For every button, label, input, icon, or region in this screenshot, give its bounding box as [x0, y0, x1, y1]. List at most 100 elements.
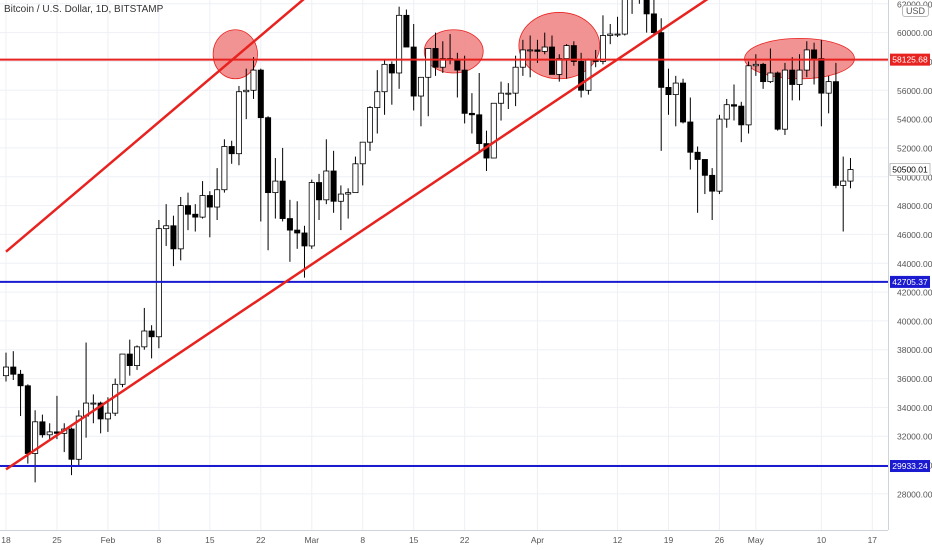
candle-body[interactable]: [847, 169, 854, 182]
candle-body[interactable]: [170, 225, 177, 250]
horizontal-lines[interactable]: [0, 0, 888, 468]
candle-body[interactable]: [745, 65, 752, 126]
candle-body[interactable]: [24, 385, 31, 454]
candle-body[interactable]: [738, 105, 745, 126]
candle-body[interactable]: [177, 205, 184, 250]
candle-body[interactable]: [75, 415, 82, 460]
candle-body[interactable]: [228, 146, 235, 155]
candle-body[interactable]: [330, 170, 337, 202]
candle-body[interactable]: [286, 218, 293, 231]
candle-body[interactable]: [483, 143, 490, 159]
candle-body[interactable]: [272, 180, 279, 194]
candle-body[interactable]: [337, 193, 344, 202]
candle-body[interactable]: [498, 92, 505, 104]
candle-body[interactable]: [468, 112, 475, 116]
candle-body[interactable]: [665, 86, 672, 96]
candle-body[interactable]: [781, 69, 788, 130]
candle-body[interactable]: [672, 82, 679, 96]
candle-body[interactable]: [731, 104, 738, 107]
candle-body[interactable]: [512, 66, 519, 94]
candle-body[interactable]: [323, 170, 330, 201]
candle-body[interactable]: [534, 49, 541, 52]
candle-body[interactable]: [257, 69, 264, 119]
candle-body[interactable]: [454, 59, 461, 71]
candle-body[interactable]: [301, 232, 308, 247]
candle-body[interactable]: [417, 76, 424, 97]
candle-body[interactable]: [607, 33, 614, 36]
candle-body[interactable]: [90, 402, 97, 405]
candle-body[interactable]: [308, 182, 315, 247]
candle-body[interactable]: [345, 192, 352, 195]
candle-body[interactable]: [396, 14, 403, 74]
candle-body[interactable]: [17, 373, 24, 387]
candle-body[interactable]: [840, 180, 847, 186]
candle-body[interactable]: [265, 117, 272, 194]
candle-body[interactable]: [774, 72, 781, 130]
candle-body[interactable]: [163, 225, 170, 230]
candle-body[interactable]: [556, 58, 563, 75]
candle-body[interactable]: [97, 402, 104, 420]
candle-body[interactable]: [614, 33, 621, 36]
candle-body[interactable]: [563, 45, 570, 59]
candle-body[interactable]: [549, 46, 556, 75]
candle-body[interactable]: [141, 330, 148, 348]
candle-body[interactable]: [541, 46, 548, 52]
trend-line[interactable]: [5, 0, 741, 471]
time-axis[interactable]: 18 25 Feb 8 15 22 Mar 8 15 22 Apr 12 19 26 May 10 17: [1, 535, 877, 545]
candle-body[interactable]: [832, 81, 839, 186]
candle-body[interactable]: [214, 189, 221, 208]
trend-line[interactable]: [5, 0, 545, 253]
trend-lines[interactable]: [5, 0, 741, 471]
candle-body[interactable]: [709, 174, 716, 192]
candle-body[interactable]: [243, 89, 250, 93]
candle-body[interactable]: [279, 180, 286, 219]
candle-body[interactable]: [410, 46, 417, 97]
candle-body[interactable]: [687, 121, 694, 153]
candle-body[interactable]: [221, 146, 228, 191]
candle-body[interactable]: [192, 213, 199, 218]
candle-body[interactable]: [796, 69, 803, 85]
candle-body[interactable]: [825, 81, 832, 94]
candle-body[interactable]: [716, 118, 723, 192]
candle-body[interactable]: [599, 35, 606, 62]
candle-body[interactable]: [199, 195, 206, 218]
candle-body[interactable]: [39, 421, 46, 436]
candle-body[interactable]: [621, 0, 628, 35]
candle-body[interactable]: [359, 141, 366, 165]
candle-body[interactable]: [119, 353, 126, 385]
candle-body[interactable]: [148, 330, 155, 338]
candle-body[interactable]: [527, 49, 534, 52]
candle-body[interactable]: [425, 48, 432, 78]
candle-body[interactable]: [374, 91, 381, 108]
candle-body[interactable]: [505, 92, 512, 95]
candle-body[interactable]: [46, 431, 53, 436]
candle-body[interactable]: [294, 229, 301, 234]
candle-body[interactable]: [403, 14, 410, 48]
candle-body[interactable]: [767, 72, 774, 83]
candle-body[interactable]: [439, 58, 446, 68]
candle-body[interactable]: [366, 107, 373, 143]
candle-body[interactable]: [316, 182, 323, 201]
candle-body[interactable]: [760, 63, 767, 83]
candle-body[interactable]: [184, 205, 191, 215]
candle-body[interactable]: [381, 63, 388, 93]
candle-body[interactable]: [570, 45, 577, 62]
candle-body[interactable]: [811, 49, 818, 59]
candle-body[interactable]: [680, 82, 687, 123]
candles[interactable]: [3, 0, 854, 483]
candle-body[interactable]: [388, 63, 395, 74]
candle-body[interactable]: [585, 59, 592, 91]
candle-body[interactable]: [818, 58, 825, 94]
candle-body[interactable]: [519, 49, 526, 68]
candle-body[interactable]: [352, 163, 359, 194]
candle-body[interactable]: [701, 159, 708, 176]
candle-body[interactable]: [578, 61, 585, 91]
candle-body[interactable]: [10, 366, 17, 375]
candle-body[interactable]: [723, 104, 730, 120]
candle-body[interactable]: [126, 353, 133, 366]
candle-body[interactable]: [235, 91, 242, 155]
candle-body[interactable]: [490, 102, 497, 159]
candle-body[interactable]: [694, 151, 701, 160]
candle-body[interactable]: [250, 69, 257, 91]
